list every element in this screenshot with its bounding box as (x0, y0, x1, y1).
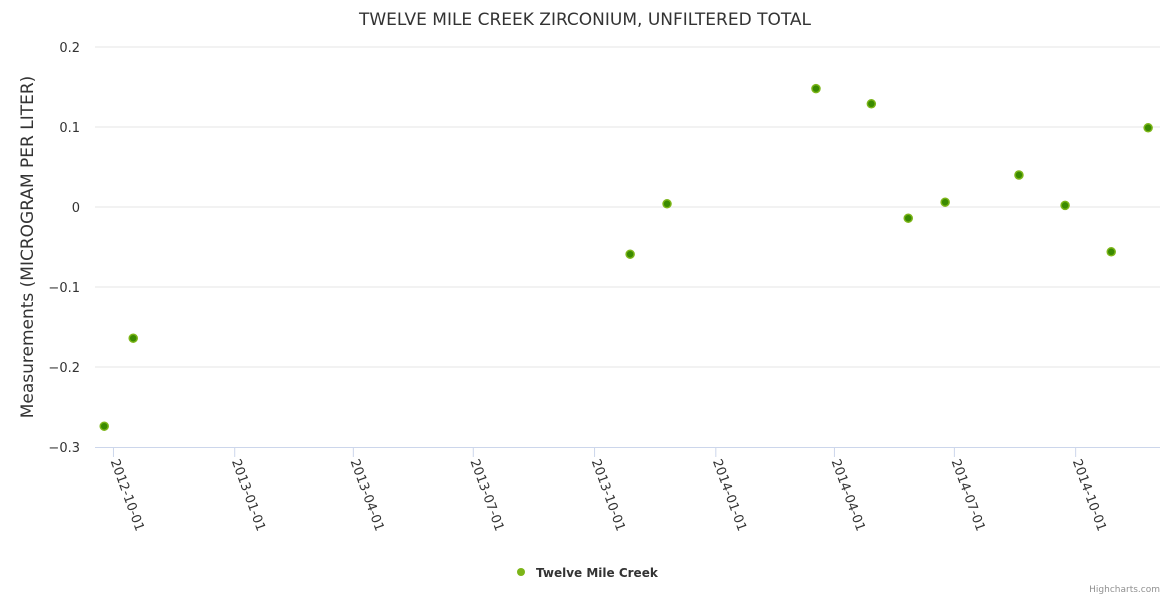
data-point[interactable] (811, 83, 821, 94)
x-tick-label: 2012-10-01 (107, 457, 147, 533)
x-tick-label: 2014-07-01 (948, 457, 988, 533)
data-point[interactable] (866, 99, 877, 109)
chart-title: TWELVE MILE CREEK ZIRCONIUM, UNFILTERED … (358, 10, 812, 30)
data-point[interactable] (1060, 200, 1070, 211)
y-axis-title: Measurements (MICROGRAM PER LITER) (18, 76, 38, 419)
data-point[interactable] (1014, 170, 1024, 180)
data-point[interactable] (99, 421, 109, 431)
x-tick-label: 2013-04-01 (347, 457, 387, 533)
y-tick-label: −0.1 (48, 281, 80, 296)
x-tick-label: 2014-04-01 (828, 457, 868, 533)
legend-item-twelve-mile-creek[interactable]: Twelve Mile Creek (536, 566, 659, 580)
data-point[interactable] (128, 333, 138, 343)
data-point[interactable] (1106, 247, 1116, 257)
data-point[interactable] (940, 197, 950, 207)
data-point[interactable] (903, 213, 913, 223)
y-tick-label: −0.2 (48, 361, 80, 376)
y-tick-label: 0.2 (59, 41, 80, 56)
x-tick-label: 2014-10-01 (1069, 457, 1109, 533)
x-tick-label: 2013-07-01 (467, 457, 507, 533)
x-tick-label: 2013-01-01 (228, 457, 268, 533)
data-point[interactable] (662, 199, 672, 209)
y-tick-label: −0.3 (48, 441, 80, 456)
legend[interactable]: Twelve Mile Creek (517, 566, 659, 580)
legend-marker (517, 568, 525, 576)
highcharts-credit[interactable]: Highcharts.com (1089, 585, 1160, 595)
x-tick-label: 2014-01-01 (709, 457, 749, 533)
data-point[interactable] (1143, 123, 1153, 133)
x-tick-label: 2013-10-01 (588, 457, 628, 533)
y-tick-label: 0 (72, 201, 80, 216)
data-point[interactable] (625, 249, 635, 259)
y-tick-label: 0.1 (59, 121, 80, 136)
